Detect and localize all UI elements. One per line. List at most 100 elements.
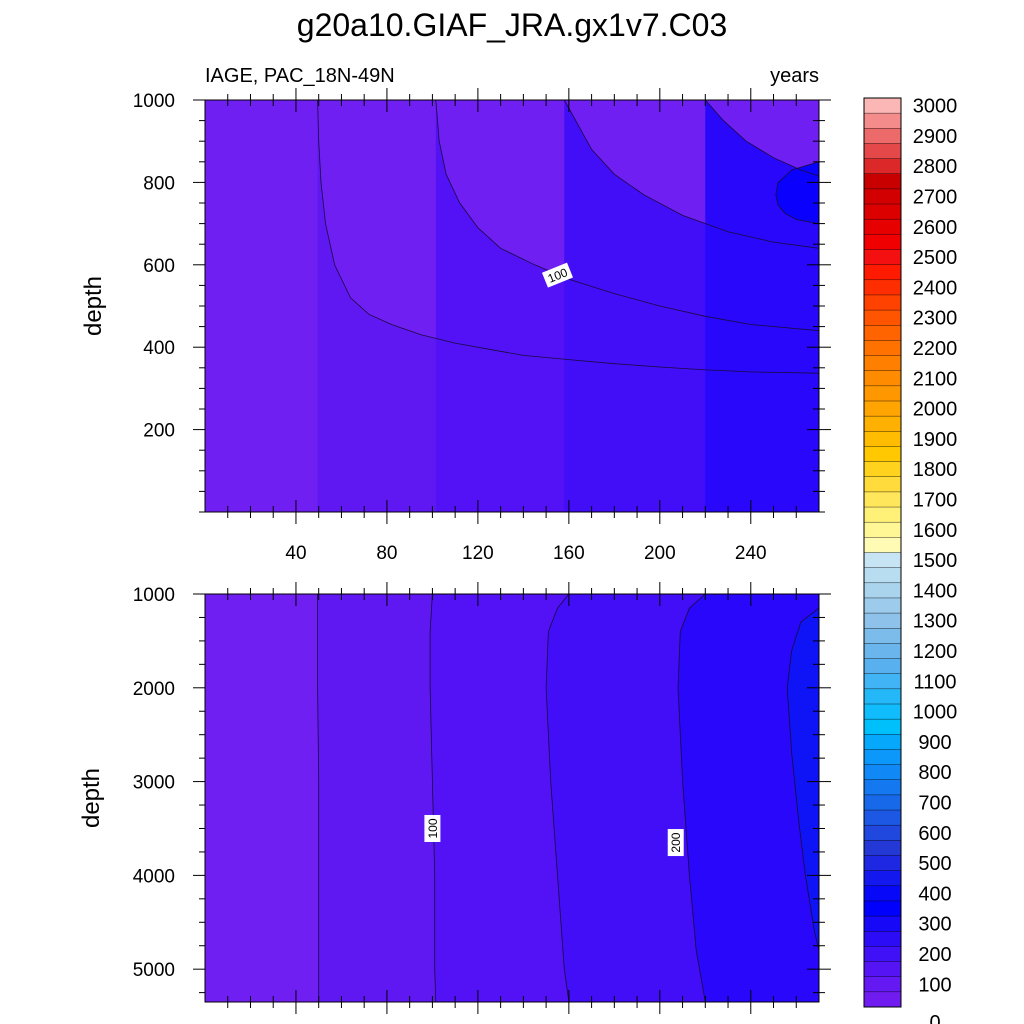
colorbar: 3000290028002700260025002400230022002100… [863, 96, 958, 1024]
upper-axis-ticks: 40 80 120 160 200 240 200 400 600 800 1000 [133, 88, 831, 564]
colorbar-swatch [864, 628, 901, 644]
contour-label-bg [667, 829, 684, 857]
plot-title: g20a10.GIAF_JRA.gx1v7.C03 [297, 7, 727, 43]
y-tick-label: 5000 [133, 960, 175, 981]
subtitle-left: IAGE, PAC_18N-49N [205, 65, 395, 87]
colorbar-swatch [864, 931, 901, 947]
contour-line-200 [705, 99, 820, 177]
contour-line-50 [317, 594, 320, 1002]
colorbar-swatch [864, 779, 901, 796]
contour-line-100 [429, 593, 437, 1003]
contour-line-250 [775, 161, 820, 224]
colorbar-label: 600 [918, 823, 951, 845]
colorbar-swatch [864, 810, 901, 826]
lower-axis-ticks: 1000 2000 3000 4000 5000 [133, 582, 831, 1014]
colorbar-swatch [864, 870, 901, 887]
colorbar-swatch [864, 249, 901, 265]
contour-line-200 [677, 593, 706, 1003]
colorbar-swatch [864, 491, 901, 508]
colorbar-swatch [864, 597, 901, 614]
colorbar-label: 2000 [913, 399, 958, 421]
colorbar-swatch [864, 991, 901, 1008]
contour-label-100: 100 [541, 262, 573, 288]
colorbar-swatch [864, 234, 901, 250]
colorbar-label: 2200 [913, 338, 958, 360]
colorbar-label: 1500 [913, 550, 958, 572]
colorbar-swatch [864, 370, 901, 387]
colorbar-label: 3000 [913, 96, 958, 118]
colorbar-swatch [864, 113, 901, 129]
colorbar-label: 700 [918, 793, 951, 815]
colorbar-swatch [864, 613, 901, 629]
colorbar-swatch [864, 401, 901, 417]
colorbar-label: 2800 [913, 156, 958, 178]
contour-line-100 [435, 99, 820, 332]
colorbar-label: 1200 [913, 641, 958, 663]
colorbar-swatch [864, 340, 901, 356]
contour-line-250 [786, 607, 820, 951]
colorbar-label: 100 [918, 974, 951, 996]
colorbar-swatch [864, 749, 901, 765]
contour-label-bg [424, 814, 441, 842]
colorbar-swatch [864, 507, 901, 523]
colorbar-swatch [864, 961, 901, 977]
contour-line-150 [563, 99, 820, 249]
y-tick-label: 1000 [133, 585, 175, 606]
colorbar-swatch [864, 294, 901, 311]
colorbar-swatch [864, 158, 901, 175]
colorbar-swatch [864, 885, 901, 902]
colorbar-swatch [864, 840, 901, 856]
colorbar-label: 900 [918, 732, 951, 754]
colorbar-swatch [864, 567, 901, 584]
colorbar-swatch [864, 658, 901, 674]
colorbar-swatch [864, 643, 901, 659]
colorbar-swatch [864, 764, 901, 781]
x-tick-label: 40 [285, 543, 306, 564]
colorbar-label: 1600 [913, 520, 958, 542]
x-tick-label: 200 [644, 543, 676, 564]
contour-line-150 [545, 593, 570, 1003]
colorbar-swatch [864, 204, 901, 220]
colorbar-swatch [864, 385, 901, 402]
colorbar-swatch [864, 188, 901, 205]
contour-label-200: 200 [667, 829, 684, 857]
contour-fill-250 [775, 161, 819, 224]
colorbar-swatch [864, 704, 901, 720]
y-tick-label: 2000 [133, 679, 175, 700]
colorbar-swatch [864, 582, 901, 599]
colorbar-frame [863, 97, 902, 1008]
colorbar-swatch [864, 431, 901, 447]
colorbar-label: 2700 [913, 187, 958, 209]
colorbar-swatch [864, 446, 901, 462]
contour-label-text: 200 [669, 832, 683, 852]
colorbar-label: 2400 [913, 277, 958, 299]
x-tick-label: 80 [376, 543, 397, 564]
colorbar-swatch [864, 143, 901, 159]
colorbar-label: 800 [918, 762, 951, 784]
colorbar-swatch [864, 264, 901, 281]
contour-line-50 [317, 99, 820, 374]
colorbar-swatch [864, 688, 901, 705]
contour-label-bg [541, 262, 573, 288]
colorbar-swatch [864, 522, 901, 538]
colorbar-swatch [864, 416, 901, 432]
colorbar-label: 300 [918, 914, 951, 936]
colorbar-label: 500 [918, 853, 951, 875]
colorbar-swatch [864, 946, 901, 962]
colorbar-swatch [864, 219, 901, 235]
colorbar-label: 2300 [913, 308, 958, 330]
colorbar-swatch [864, 794, 901, 811]
lower-panel: 100 200 1000 2000 3000 4000 5000 depth [78, 582, 831, 1014]
colorbar-swatch [864, 673, 901, 690]
x-tick-label: 160 [553, 543, 585, 564]
colorbar-swatch [864, 98, 901, 114]
colorbar-swatch [864, 900, 901, 917]
lower-panel-frame [204, 593, 820, 1003]
upper-y-axis-label: depth [80, 276, 107, 336]
y-tick-label: 600 [143, 256, 175, 277]
y-tick-label: 800 [143, 173, 175, 194]
upper-panel: 100 40 80 120 160 200 240 200 400 600 800 1000 dep… [80, 88, 831, 564]
contour-fill-200 [678, 594, 819, 1002]
colorbar-swatch [864, 976, 901, 993]
